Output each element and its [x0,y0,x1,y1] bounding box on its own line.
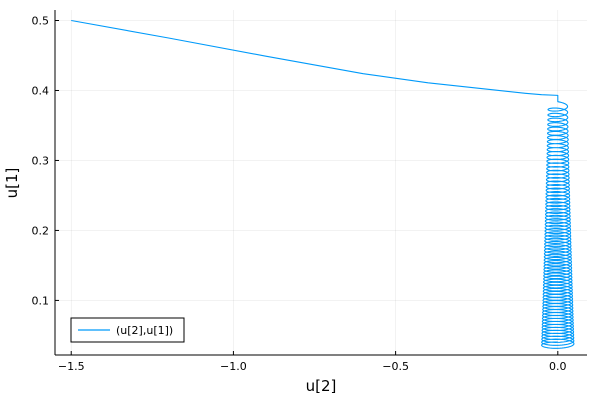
y-tick-label: 0.5 [32,14,50,27]
x-axis-title: u[2] [306,377,337,395]
y-tick-label: 0.3 [32,154,50,167]
legend: (u[2],u[1]) [70,317,185,343]
x-tick-label: −1.5 [58,360,85,373]
ticks: −1.5 −1.0 −0.5 0.0 0.1 0.2 0.3 0.4 0.5 [32,14,567,373]
x-tick-label: −1.0 [220,360,247,373]
series-line [71,19,575,349]
y-tick-label: 0.1 [32,294,50,307]
legend-label: (u[2],u[1]) [116,324,173,337]
x-tick-label: −0.5 [382,360,409,373]
grid [55,10,587,355]
x-tick-label: 0.0 [549,360,567,373]
y-tick-label: 0.2 [32,224,50,237]
axes [54,10,587,356]
y-tick-label: 0.4 [32,84,50,97]
y-axis-title: u[1] [3,168,21,199]
series-layer [71,19,575,349]
